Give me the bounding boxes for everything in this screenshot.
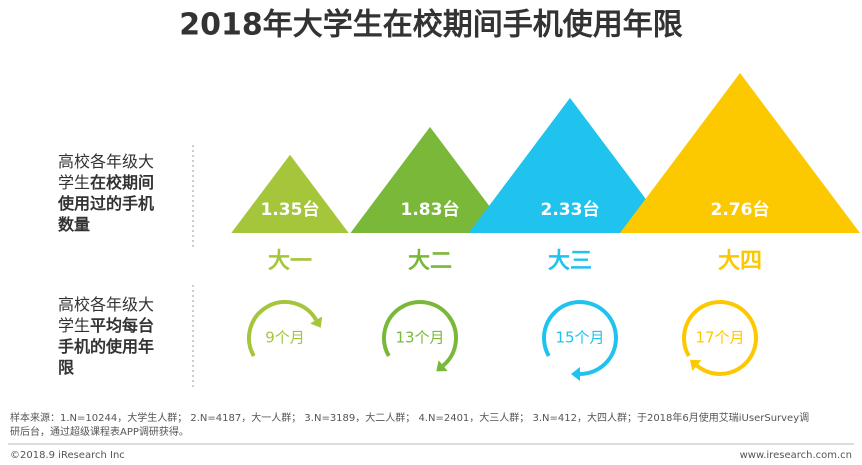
row-label: 高校各年级大 bbox=[58, 152, 154, 171]
footer-left: ©2018.9 iResearch Inc bbox=[10, 450, 125, 461]
row-label-part: 使用过的手机 bbox=[57, 194, 154, 213]
row-label-part: 学生 bbox=[58, 173, 90, 192]
footer-right: www.iresearch.com.cn bbox=[740, 450, 852, 461]
triangle bbox=[350, 126, 510, 233]
row-label: 高校各年级大 bbox=[58, 295, 154, 314]
row-label-part: 高校各年级大 bbox=[58, 152, 154, 171]
row-label-part: 在校期间 bbox=[90, 173, 154, 192]
triangle bbox=[620, 73, 860, 233]
row-label-part: 平均每台 bbox=[90, 316, 154, 335]
row-label: 使用过的手机 bbox=[57, 194, 154, 213]
chart-title: 2018年大学生在校期间手机使用年限 bbox=[179, 8, 683, 43]
row-label: 手机的使用年 bbox=[58, 337, 154, 356]
row-label: 学生平均每台 bbox=[58, 316, 154, 335]
value-label: 2.33台 bbox=[541, 199, 600, 220]
month-label: 13个月 bbox=[395, 329, 444, 347]
arrow-head bbox=[689, 359, 702, 371]
row-label: 数量 bbox=[58, 215, 90, 234]
category-label: 大三 bbox=[548, 249, 592, 274]
triangle bbox=[231, 154, 349, 233]
value-label: 2.76台 bbox=[711, 199, 770, 220]
row-label-part: 手机的使用年 bbox=[58, 337, 154, 356]
arrow-head bbox=[436, 360, 448, 372]
month-arc bbox=[247, 300, 318, 357]
row-label: 限 bbox=[58, 358, 75, 377]
month-label: 15个月 bbox=[555, 329, 604, 347]
row-label-part: 限 bbox=[58, 358, 75, 377]
category-label: 大四 bbox=[718, 249, 762, 274]
month-label: 17个月 bbox=[695, 329, 744, 347]
arrow-head bbox=[310, 316, 323, 328]
row-label: 学生在校期间 bbox=[58, 173, 154, 192]
source-note: 研后台，通过超级课程表APP调研获得。 bbox=[10, 425, 189, 438]
source-note: 样本来源：1.N=10244，大学生人群； 2.N=4187，大一人群； 3.N… bbox=[10, 411, 809, 424]
row-label-part: 高校各年级大 bbox=[58, 295, 154, 314]
month-arc bbox=[542, 300, 618, 376]
month-arc bbox=[382, 300, 458, 368]
row-label-part: 学生 bbox=[58, 316, 90, 335]
triangle bbox=[468, 97, 672, 233]
category-label: 大二 bbox=[408, 249, 452, 274]
category-label: 大一 bbox=[268, 249, 312, 274]
arrow-head bbox=[571, 367, 580, 381]
month-label: 9个月 bbox=[265, 329, 305, 347]
value-label: 1.83台 bbox=[401, 199, 460, 220]
value-label: 1.35台 bbox=[261, 199, 320, 220]
month-arc bbox=[682, 300, 758, 376]
row-label-part: 数量 bbox=[58, 215, 90, 234]
